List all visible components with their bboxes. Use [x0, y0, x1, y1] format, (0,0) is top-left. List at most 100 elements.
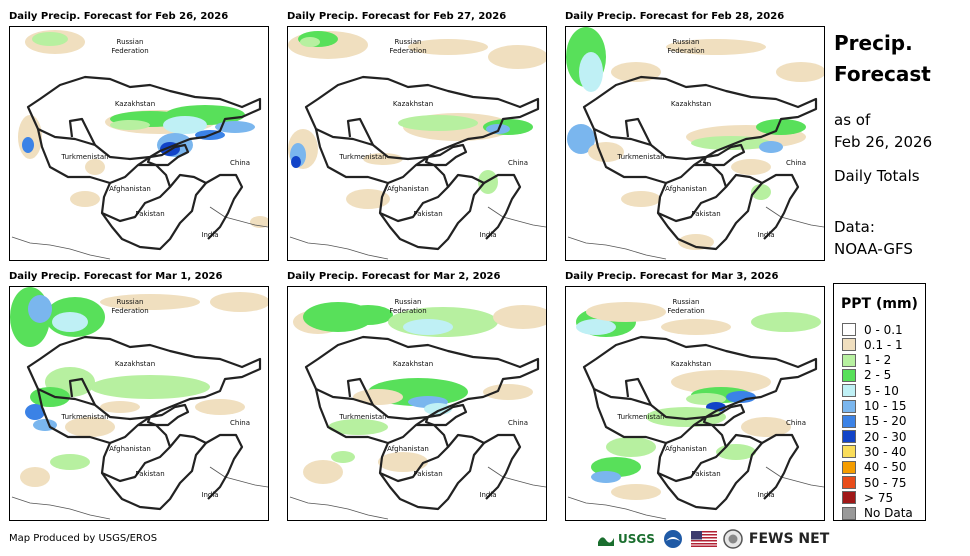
map-label: Russian: [117, 298, 144, 306]
map-label: Afghanistan: [387, 185, 429, 193]
map-label: Pakistan: [413, 470, 442, 478]
precip-area: [22, 137, 34, 153]
legend-label: 20 - 30: [864, 429, 907, 444]
legend-swatch: [842, 368, 856, 382]
country-border: [346, 117, 374, 146]
precip-area: [759, 141, 783, 153]
precip-area: [483, 384, 533, 400]
precip-area: [611, 484, 661, 500]
country-border: [379, 433, 486, 511]
legend-swatch: [842, 353, 856, 367]
legend-label: 5 - 10: [864, 383, 899, 398]
country-border: [582, 335, 818, 421]
country-border: [761, 173, 800, 240]
precip-area: [478, 170, 498, 194]
precip-area: [346, 189, 390, 209]
precip-area: [398, 115, 478, 131]
precip-area: [493, 305, 546, 329]
precip-area: [353, 389, 403, 405]
coastline: [11, 466, 268, 520]
legend-label: 1 - 2: [864, 353, 892, 368]
map-label: China: [508, 419, 528, 427]
country-border: [101, 173, 208, 251]
coastline: [567, 206, 824, 260]
usgs-logo-icon: [598, 537, 614, 546]
map-label: China: [508, 159, 528, 167]
country-border: [26, 335, 262, 421]
map-label: Kazakhstan: [671, 360, 711, 368]
precip-area: [579, 52, 603, 92]
map-credit: Map Produced by USGS/EROS: [9, 533, 158, 544]
map-label: Turkmenistan: [60, 153, 108, 161]
precip-area: [328, 419, 388, 435]
forecast-map: Russian Federation Kazakhstan Turkmenistan C…: [9, 26, 269, 261]
panel-title: Daily Precip. Forecast for Mar 1, 2026: [9, 271, 223, 282]
country-border: [379, 173, 486, 251]
map-label: Federation: [111, 307, 148, 315]
map-label: Afghanistan: [109, 445, 151, 453]
country-border: [26, 75, 262, 161]
map-label: Pakistan: [135, 210, 164, 218]
map-label: Russian: [395, 38, 422, 46]
legend-item: 1 - 2: [842, 353, 891, 368]
map-label: Kazakhstan: [115, 360, 155, 368]
precip-area: [731, 159, 771, 175]
legend-item: > 75: [842, 490, 893, 505]
logo-strip: USGS FEWS NET: [598, 528, 829, 550]
data-source-text: Data: NOAA-GFS: [834, 216, 913, 260]
coastline: [289, 206, 546, 260]
legend-swatch: [842, 414, 856, 428]
country-border: [656, 163, 728, 223]
country-border: [702, 403, 746, 427]
country-border: [100, 423, 172, 483]
precip-area: [163, 116, 207, 134]
precip-area: [751, 312, 821, 332]
legend-title: PPT (mm): [841, 296, 918, 312]
country-border: [592, 128, 707, 185]
country-border: [346, 377, 374, 406]
precip-area: [300, 37, 320, 47]
precip-area: [20, 467, 50, 487]
country-border: [314, 388, 429, 445]
country-border: [702, 143, 746, 167]
precip-area: [303, 460, 343, 484]
coastline: [567, 466, 824, 520]
legend-item: 15 - 20: [842, 414, 907, 429]
as-of-text: as of Feb 26, 2026: [834, 109, 932, 153]
map-label: Turkmenistan: [338, 153, 386, 161]
precip-area: [85, 159, 105, 175]
daily-totals-text: Daily Totals: [834, 167, 920, 185]
legend-swatch: [842, 476, 856, 489]
legend-swatch: [842, 384, 856, 398]
coastline: [11, 206, 268, 260]
country-border: [624, 377, 652, 406]
country-border: [656, 423, 728, 483]
precip-area: [661, 319, 731, 335]
precip-area: [50, 454, 90, 470]
precip-area: [331, 451, 355, 463]
forecast-map: Russian Federation Kazakhstan Turkmenistan C…: [287, 286, 547, 521]
map-label: Kazakhstan: [393, 100, 433, 108]
legend-swatch: [842, 323, 856, 336]
country-border: [314, 128, 429, 185]
country-border: [424, 143, 468, 167]
page-title: Precip. Forecast: [834, 28, 931, 90]
precip-area: [741, 417, 791, 437]
country-border: [146, 403, 190, 427]
precip-area: [90, 375, 210, 399]
precip-area: [756, 119, 806, 135]
map-label: Federation: [389, 47, 426, 55]
country-border: [36, 128, 151, 185]
legend-label: 0.1 - 1: [864, 337, 903, 352]
map-label: Turkmenistan: [616, 413, 664, 421]
map-label: Kazakhstan: [115, 100, 155, 108]
map-label: Russian: [395, 298, 422, 306]
title-line: Precip.: [834, 31, 913, 55]
legend-swatch: [842, 338, 856, 352]
map-label: Federation: [389, 307, 426, 315]
country-border: [582, 75, 818, 161]
legend-label: 0 - 0.1: [864, 322, 903, 337]
precip-area: [408, 39, 488, 55]
map-label: Turkmenistan: [60, 413, 108, 421]
